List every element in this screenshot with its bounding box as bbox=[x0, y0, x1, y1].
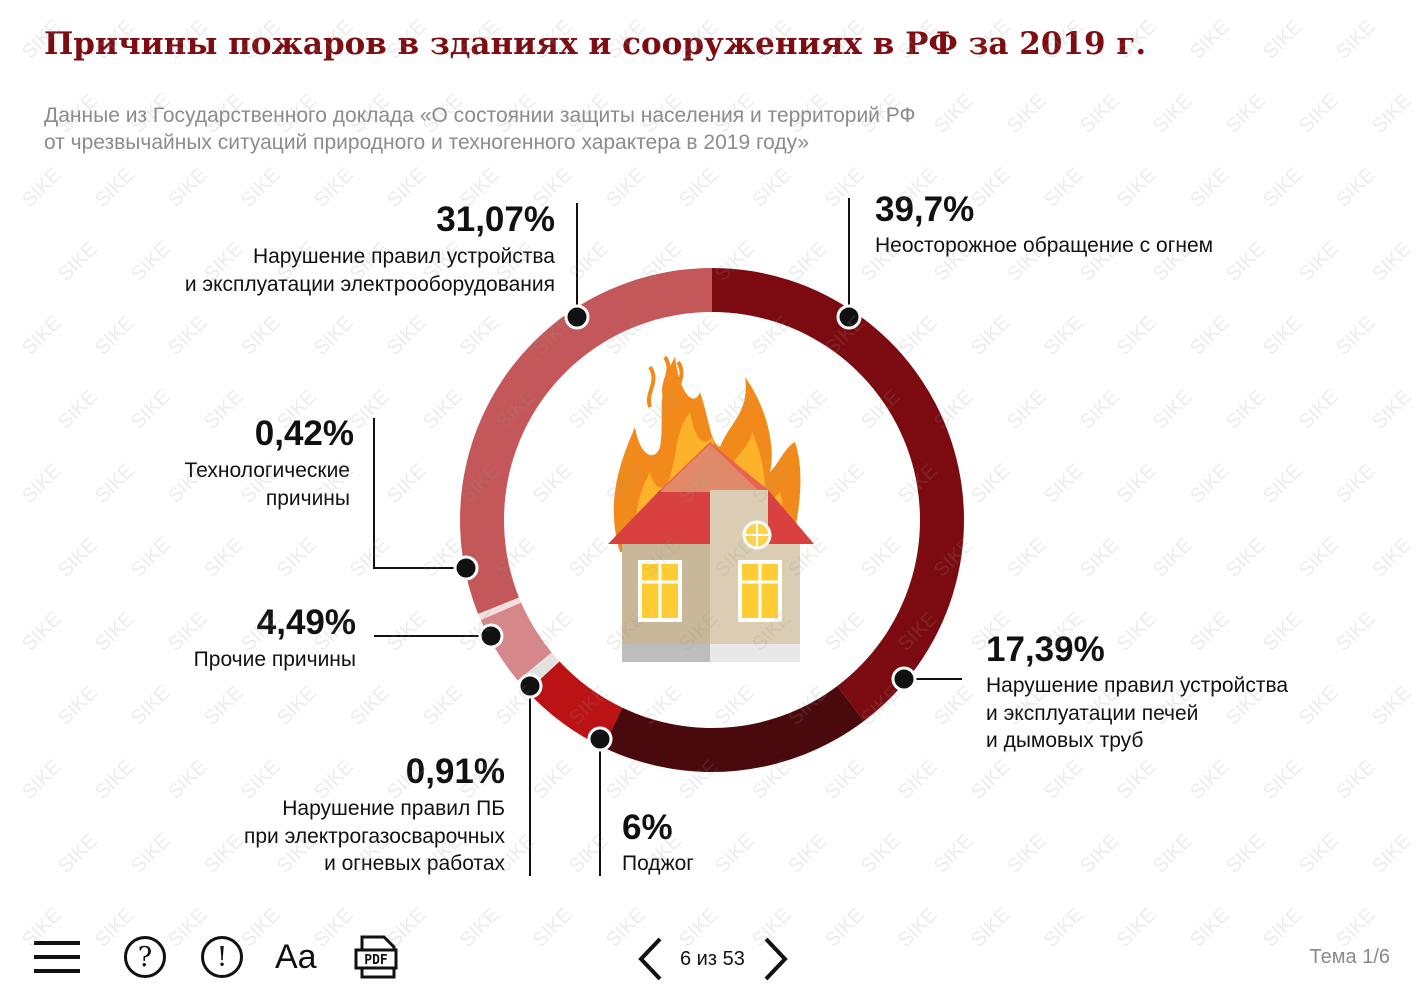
subtitle-line: Данные из Государственного доклада «О со… bbox=[44, 104, 916, 127]
label-line: и огневых работах bbox=[324, 852, 505, 875]
slice-category-label: Технологические причины bbox=[100, 457, 350, 512]
donut-slice bbox=[603, 686, 864, 772]
leader-dot bbox=[478, 623, 504, 649]
label-line: причины bbox=[265, 486, 350, 510]
slice-category-label: Нарушение правил устройства и эксплуатац… bbox=[986, 672, 1288, 755]
pdf-label: PDF bbox=[364, 953, 388, 968]
slice-value-label: 6% bbox=[622, 808, 673, 847]
label-line: и эксплуатации печей bbox=[986, 701, 1199, 725]
pdf-icon[interactable]: PDF bbox=[354, 934, 398, 980]
donut-slice bbox=[480, 602, 552, 681]
slice-category-label: Нарушение правил ПБ при электрогазосваро… bbox=[150, 795, 505, 878]
slice-value-label: 39,7% bbox=[875, 190, 975, 229]
donut-slice bbox=[478, 597, 522, 621]
donut-slice bbox=[527, 661, 623, 748]
question-icon[interactable]: ? bbox=[124, 936, 166, 978]
slice-category-label: Нарушение правил устройства и эксплуатац… bbox=[80, 243, 555, 298]
slice-value-label: 0,91% bbox=[405, 752, 505, 791]
label-line: Поджог bbox=[622, 852, 694, 875]
leader-dot bbox=[587, 726, 613, 752]
leader-dot bbox=[564, 304, 590, 330]
topic-indicator: Тема 1/6 bbox=[1309, 946, 1390, 968]
slice-category-label: Прочие причины bbox=[100, 646, 356, 674]
page-indicator: 6 из 53 bbox=[680, 948, 745, 970]
leader-line bbox=[373, 418, 466, 569]
label-line: Прочие причины bbox=[193, 648, 356, 671]
chevron-right-icon bbox=[764, 937, 788, 981]
donut-slice bbox=[459, 268, 712, 614]
next-page-button[interactable] bbox=[762, 936, 790, 982]
page-title: Причины пожаров в зданиях и сооружениях … bbox=[44, 26, 1147, 62]
leader-dot bbox=[836, 304, 862, 330]
house-icon bbox=[608, 442, 814, 662]
page-subtitle: Данные из Государственного доклада «О со… bbox=[44, 102, 1034, 156]
burning-house-illustration bbox=[608, 355, 814, 662]
slice-value-label: 17,39% bbox=[986, 630, 1105, 669]
label-line: Технологические bbox=[184, 459, 350, 482]
leader-dot bbox=[517, 673, 543, 699]
slice-value-label: 31,07% bbox=[436, 200, 555, 239]
font-size-button[interactable]: Aa bbox=[275, 937, 317, 976]
label-line: и дымовых труб bbox=[986, 729, 1144, 752]
label-line: Нарушение правил устройства bbox=[986, 674, 1289, 697]
slice-value-label: 0,42% bbox=[254, 414, 354, 453]
slice-category-label: Поджог bbox=[622, 850, 694, 878]
subtitle-line: от чрезвычайных ситуаций природного и те… bbox=[44, 131, 810, 154]
label-line: Нарушение правил ПБ bbox=[282, 797, 505, 820]
chevron-left-icon bbox=[638, 937, 662, 981]
exclamation-icon[interactable]: ! bbox=[201, 936, 243, 978]
prev-page-button[interactable] bbox=[636, 936, 664, 982]
label-line: Неосторожное обращение с огнем bbox=[875, 234, 1214, 257]
menu-icon[interactable] bbox=[34, 936, 80, 978]
label-line: и эксплуатации электрооборудования bbox=[184, 272, 555, 296]
slice-category-label: Неосторожное обращение с огнем bbox=[875, 232, 1213, 260]
label-line: Нарушение правил устройства bbox=[252, 245, 555, 268]
leader-dot bbox=[891, 666, 917, 692]
leader-dot bbox=[453, 555, 479, 581]
slice-value-label: 4,49% bbox=[256, 603, 356, 642]
donut-slice bbox=[712, 268, 965, 722]
label-line: при электрогазосварочных bbox=[243, 824, 505, 848]
